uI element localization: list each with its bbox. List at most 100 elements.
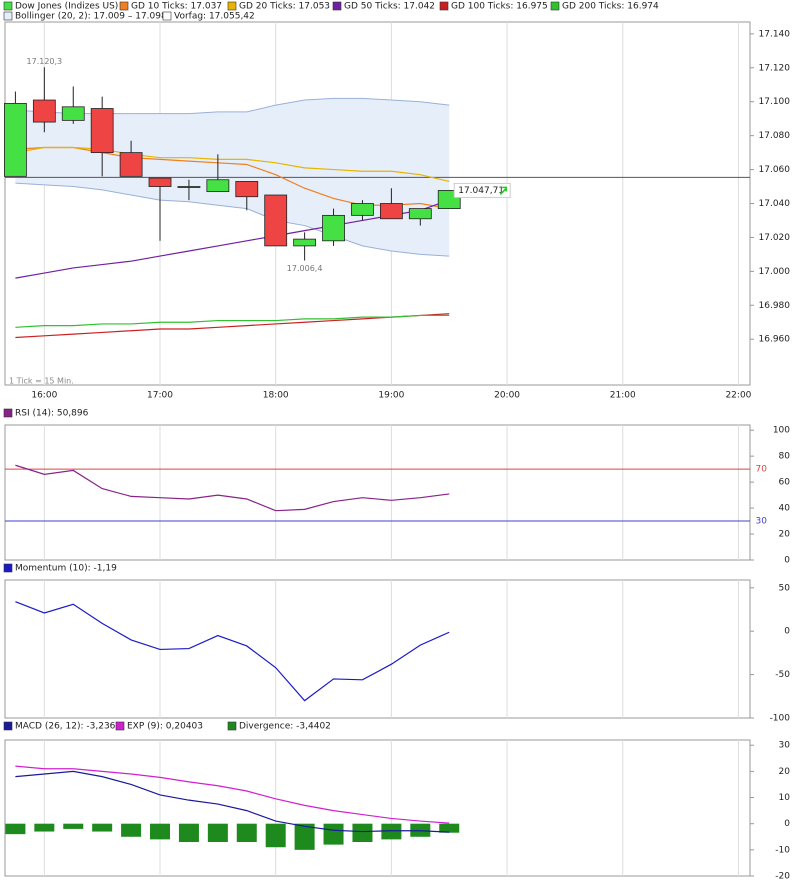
annotation: 17.120,3 (27, 57, 63, 66)
y-tick-label: 20 (779, 530, 791, 540)
candle-body (293, 238, 317, 247)
legend-label: GD 50 Ticks: 17.042 (344, 2, 435, 12)
legend-label: GD 20 Ticks: 17.053 (239, 2, 330, 12)
plot-area (4, 424, 751, 561)
y-tick-label: -100 (770, 714, 791, 724)
legend-label: EXP (9): 0,20403 (127, 722, 203, 732)
legend-swatch (115, 721, 125, 731)
y-tick-label: 0 (784, 627, 790, 637)
y-tick-label: 0 (784, 556, 790, 566)
divergence-bar (150, 823, 171, 840)
divergence-bar (294, 823, 315, 850)
band-line (15, 182, 450, 257)
divergence-bar (207, 823, 228, 842)
candle-body (408, 208, 432, 220)
x-tick-label: 21:00 (610, 391, 636, 401)
legend-swatch (3, 408, 13, 418)
indicator-line (15, 601, 450, 702)
divergence-bar (34, 823, 55, 832)
y-tick-label: 17.120 (759, 63, 791, 73)
y-tick-label: 17.140 (759, 29, 791, 39)
y-tick-label: 10 (779, 793, 791, 803)
legend-swatch (3, 1, 13, 11)
level-label: 70 (756, 465, 768, 475)
legend-label: Dow Jones (Indizes US) (15, 2, 118, 12)
x-tick-label: 19:00 (378, 391, 404, 401)
divergence-bar (352, 823, 373, 842)
y-tick-label: 100 (773, 426, 790, 436)
indicator-line (15, 770, 450, 833)
y-tick-label: 0 (784, 819, 790, 829)
divergence-bar (63, 823, 84, 829)
legend-label: Bollinger (20, 2): 17.009 – 17.098 (15, 12, 167, 22)
indicator-line (15, 464, 450, 512)
legend-swatch (3, 11, 13, 21)
y-tick-label: 40 (779, 504, 791, 514)
candle-body (119, 152, 143, 177)
legend-label: GD 100 Ticks: 16.975 (451, 2, 548, 12)
ma-line (15, 146, 450, 183)
candle-body (351, 203, 374, 216)
y-tick-label: 20 (779, 767, 791, 777)
legend-label: MACD (26, 12): -3,2362 (15, 722, 121, 732)
divergence-bar (178, 823, 199, 842)
legend-label: Divergence: -3,4402 (239, 722, 331, 732)
y-tick-label: 17.040 (759, 199, 791, 209)
candle-body (61, 106, 85, 121)
y-tick-label: 16.960 (759, 335, 791, 345)
x-tick-label: 16:00 (31, 391, 57, 401)
candle-body (32, 99, 56, 123)
ma-line (15, 146, 450, 210)
y-tick-label: -20 (775, 872, 790, 882)
plot-area (4, 739, 751, 877)
ma-line (15, 314, 450, 328)
candle-body (4, 103, 27, 177)
divergence-bar (381, 823, 402, 840)
divergence-bar (323, 823, 344, 845)
candle-body (322, 214, 345, 242)
x-tick-label: 20:00 (494, 391, 520, 401)
divergence-bar (439, 823, 460, 833)
legend-swatch (162, 11, 172, 21)
indicator-line (15, 765, 450, 824)
y-tick-label: 16.980 (759, 301, 791, 311)
legend-label: GD 200 Ticks: 16.974 (562, 2, 659, 12)
legend-swatch (3, 721, 13, 731)
legend-label: RSI (14): 50,896 (15, 409, 89, 419)
candle-body (264, 194, 288, 247)
divergence-bar (236, 823, 257, 842)
legend-swatch (227, 1, 237, 11)
y-tick-label: 50 (779, 583, 791, 593)
level-label: 30 (756, 517, 768, 527)
candle-body (90, 108, 114, 154)
x-tick-label: 18:00 (263, 391, 289, 401)
legend-swatch (550, 1, 560, 11)
plot-area (4, 579, 751, 719)
divergence-bar (92, 823, 113, 832)
annotation: 17.006,4 (287, 264, 323, 273)
y-tick-label: 30 (779, 741, 791, 751)
band-line (15, 97, 450, 115)
last-price-box (453, 182, 511, 198)
x-tick-label: 22:00 (725, 391, 751, 401)
candle-body (177, 186, 201, 188)
y-tick-label: -10 (775, 845, 790, 855)
candle-body (206, 179, 230, 193)
y-tick-label: 17.000 (759, 267, 791, 277)
legend-swatch (119, 1, 129, 11)
divergence-bar (265, 823, 286, 848)
y-tick-label: -50 (775, 670, 790, 680)
legend-label: Vorfag: 17.055,42 (174, 12, 255, 22)
y-tick-label: 17.020 (759, 233, 791, 243)
y-tick-label: 17.100 (759, 97, 791, 107)
legend-swatch (227, 721, 237, 731)
divergence-bar (5, 823, 26, 835)
last-price: 17.047,71 (458, 186, 504, 196)
candle-body (148, 177, 172, 187)
x-tick-label: 17:00 (147, 391, 173, 401)
candle-body (235, 181, 259, 198)
candle-body (379, 203, 403, 220)
note: 1 Tick = 15 Min. (9, 377, 74, 386)
y-tick-label: 80 (779, 452, 791, 462)
